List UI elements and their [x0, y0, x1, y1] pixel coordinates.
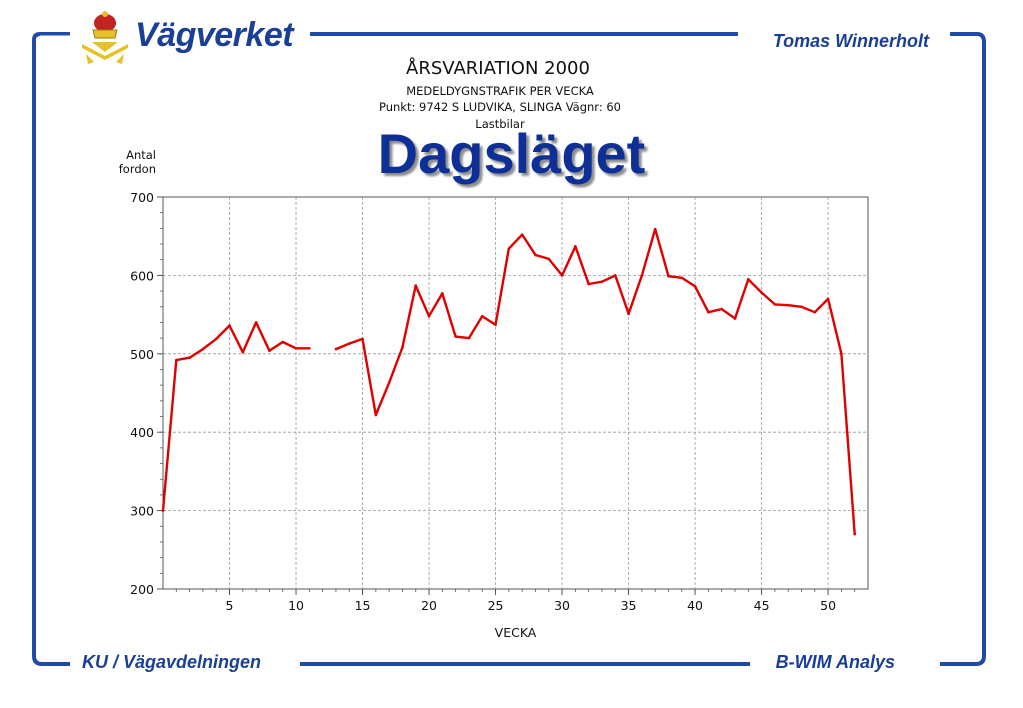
data-point: [201, 347, 205, 351]
data-point: [520, 233, 524, 236]
footer-department: KU / Vägavdelningen: [76, 652, 268, 673]
data-point: [494, 323, 497, 327]
data-point: [281, 340, 285, 344]
x-tick-label: 30: [554, 598, 570, 613]
y-tick-label: 400: [130, 425, 154, 440]
data-point: [347, 342, 351, 345]
series-line: [161, 321, 310, 511]
data-point: [653, 227, 657, 231]
data-point: [640, 274, 644, 277]
data-point: [667, 274, 670, 278]
data-point: [534, 253, 537, 257]
slide-title: Dagsläget: [377, 122, 646, 185]
x-tick-label: 40: [687, 598, 703, 613]
data-point: [613, 274, 617, 277]
y-tick-label: 600: [130, 268, 154, 283]
data-point: [268, 349, 271, 352]
crown-emblem-icon: [82, 11, 128, 64]
data-point: [161, 509, 165, 512]
series-line: [335, 227, 856, 535]
data-point: [387, 381, 391, 385]
author-name: Tomas Winnerholt: [766, 31, 935, 52]
footer-project: B-WIM Analys: [769, 652, 901, 673]
x-tick-label: 25: [488, 598, 504, 613]
x-tick-label: 10: [288, 598, 304, 613]
data-point: [254, 321, 258, 324]
data-point: [175, 358, 178, 362]
data-point: [800, 305, 803, 309]
data-point: [720, 307, 723, 311]
data-point: [680, 276, 684, 280]
data-point: [214, 337, 218, 341]
chart-title: ÅRSVARIATION 2000: [406, 58, 590, 79]
data-point: [228, 324, 231, 327]
y-tick-label: 700: [130, 190, 154, 205]
data-point: [587, 282, 590, 286]
data-point: [707, 310, 710, 314]
data-point: [427, 314, 431, 318]
logo-text: Vägverket: [135, 16, 294, 54]
x-tick-label: 5: [226, 598, 234, 613]
data-point: [467, 336, 471, 340]
x-axis-label: VECKA: [495, 625, 537, 640]
x-tick-label: 20: [421, 598, 437, 613]
chart-subtitle-3: Lastbilar: [475, 117, 525, 131]
data-point: [693, 285, 697, 288]
data-point: [294, 347, 298, 350]
data-point: [308, 347, 311, 350]
data-point: [454, 335, 457, 338]
y-axis-label: Antal fordon: [118, 148, 156, 177]
data-point: [760, 291, 763, 294]
data-point: [241, 350, 245, 354]
vagverket-logo: [76, 10, 316, 66]
y-tick-label: 500: [130, 347, 154, 362]
y-tick-label: 200: [130, 582, 154, 597]
data-point: [840, 352, 843, 356]
data-point: [733, 317, 737, 320]
x-tick-label: 50: [820, 598, 836, 613]
data-point: [574, 245, 577, 248]
plot-area: [162, 196, 869, 590]
data-point: [361, 337, 364, 341]
data-point: [334, 347, 338, 351]
x-tick-label: 15: [355, 598, 371, 613]
data-point: [401, 346, 404, 349]
y-tick-label: 300: [130, 504, 154, 519]
data-point: [560, 274, 564, 277]
data-point: [507, 247, 511, 251]
chart-subtitle-1: MEDELDYGNSTRAFIK PER VECKA: [406, 84, 594, 98]
x-tick-label: 45: [754, 598, 770, 613]
data-point: [188, 356, 191, 360]
chart-subtitle-2: Punkt: 9742 S LUDVIKA, SLINGA Vägnr: 60: [379, 100, 621, 114]
data-point: [773, 303, 777, 306]
data-point: [480, 314, 484, 318]
data-point: [786, 303, 790, 307]
data-point: [374, 413, 378, 417]
data-point: [627, 312, 630, 316]
data-point: [441, 292, 444, 295]
data-point: [826, 297, 830, 301]
data-point: [853, 532, 856, 536]
data-point: [746, 278, 750, 281]
data-point: [414, 284, 418, 287]
data-point: [547, 257, 551, 261]
data-point: [600, 280, 604, 283]
data-point: [813, 310, 817, 314]
x-tick-label: 35: [621, 598, 637, 613]
